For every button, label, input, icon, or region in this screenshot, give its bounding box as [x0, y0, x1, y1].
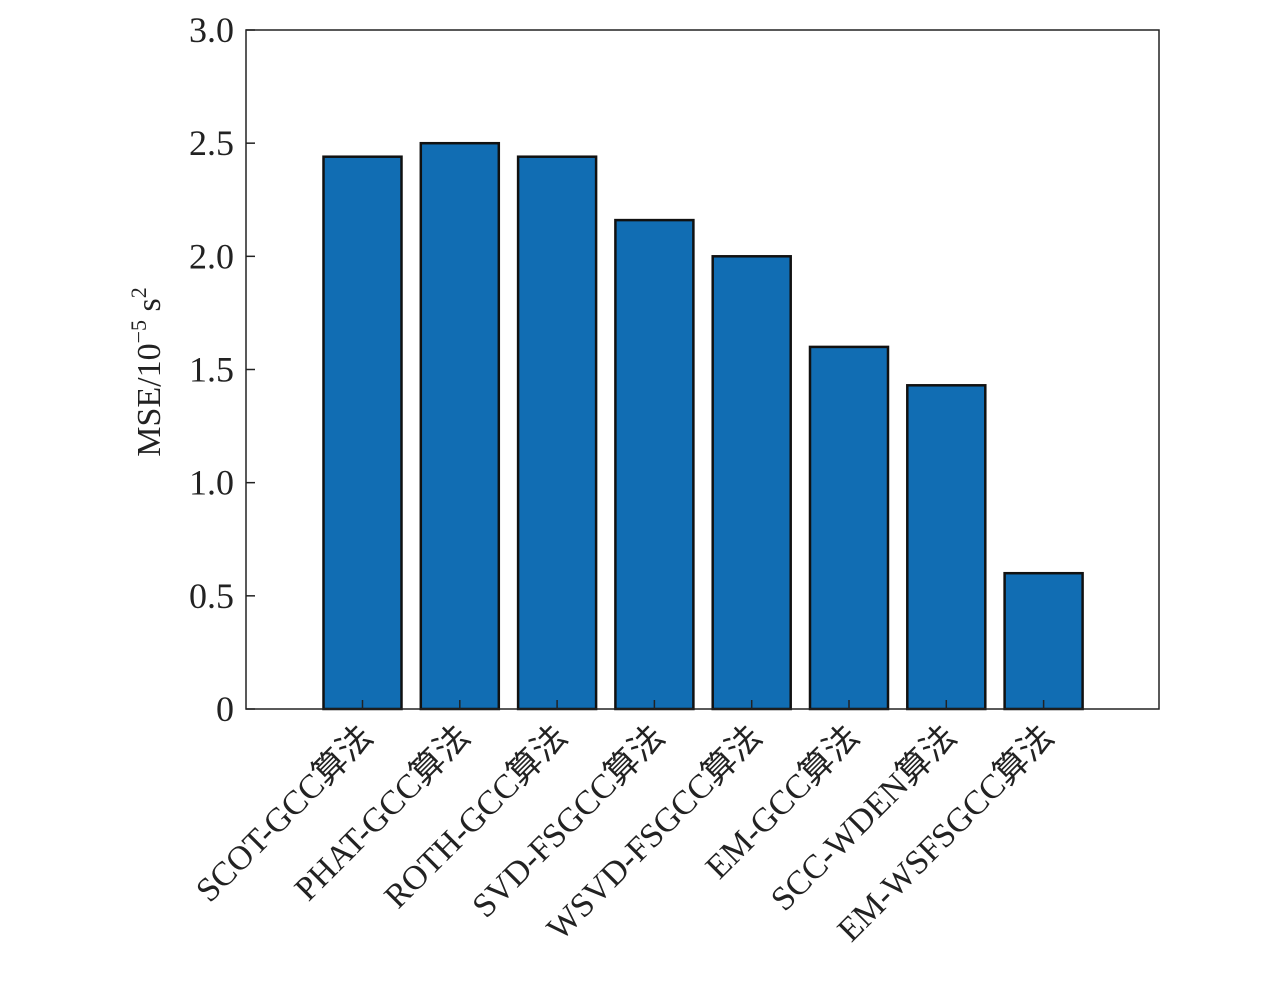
y-tick-label: 0 [216, 689, 234, 729]
y-tick-label: 1.5 [189, 350, 234, 390]
y-tick-label: 2.0 [189, 236, 234, 276]
y-tick-label: 0.5 [189, 576, 234, 616]
y-tick-label: 1.0 [189, 463, 234, 503]
bar [1003, 571, 1084, 711]
bar [711, 255, 792, 711]
x-tick-label: PHAT-GCC算法 [287, 718, 477, 908]
bar [808, 345, 890, 711]
bar [906, 384, 987, 711]
y-axis: 0 0.5 1.0 1.5 2.0 2.5 3.0 [189, 10, 255, 729]
x-axis: SCOT-GCC算法PHAT-GCC算法ROTH-GCC算法SVD-FSGCC算… [189, 700, 1061, 949]
bar [322, 155, 403, 711]
y-tick-label: 3.0 [189, 10, 234, 50]
bar [516, 155, 598, 711]
y-axis-label: MSE/10−5 s2 [126, 287, 168, 457]
x-tick-label: SCOT-GCC算法 [189, 718, 381, 910]
bar [419, 141, 501, 711]
bars-group [322, 141, 1084, 711]
y-tick-label: 2.5 [189, 123, 234, 163]
x-tick-label: SCC-WDEN算法 [763, 718, 964, 919]
x-tick-label: ROTH-GCC算法 [377, 718, 575, 916]
bar [614, 218, 695, 711]
